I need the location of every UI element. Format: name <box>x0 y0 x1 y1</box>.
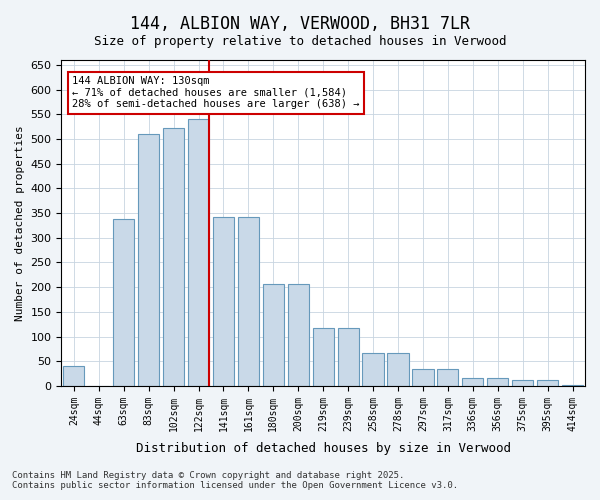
Bar <box>537 380 558 386</box>
Text: Size of property relative to detached houses in Verwood: Size of property relative to detached ho… <box>94 35 506 48</box>
Bar <box>113 219 134 386</box>
Bar <box>338 328 359 386</box>
Bar <box>462 378 484 386</box>
X-axis label: Distribution of detached houses by size in Verwood: Distribution of detached houses by size … <box>136 442 511 455</box>
Text: 144, ALBION WAY, VERWOOD, BH31 7LR: 144, ALBION WAY, VERWOOD, BH31 7LR <box>130 15 470 33</box>
Bar <box>487 378 508 386</box>
Bar <box>388 353 409 386</box>
Bar <box>362 353 383 386</box>
Bar <box>437 368 458 386</box>
Bar <box>512 380 533 386</box>
Y-axis label: Number of detached properties: Number of detached properties <box>15 125 25 321</box>
Bar <box>138 134 159 386</box>
Bar <box>287 284 309 386</box>
Text: Contains HM Land Registry data © Crown copyright and database right 2025.
Contai: Contains HM Land Registry data © Crown c… <box>12 470 458 490</box>
Bar <box>213 216 234 386</box>
Bar <box>412 368 434 386</box>
Bar <box>263 284 284 386</box>
Bar <box>63 366 85 386</box>
Bar <box>238 216 259 386</box>
Bar <box>313 328 334 386</box>
Bar <box>163 128 184 386</box>
Text: 144 ALBION WAY: 130sqm
← 71% of detached houses are smaller (1,584)
28% of semi-: 144 ALBION WAY: 130sqm ← 71% of detached… <box>72 76 359 110</box>
Bar <box>188 120 209 386</box>
